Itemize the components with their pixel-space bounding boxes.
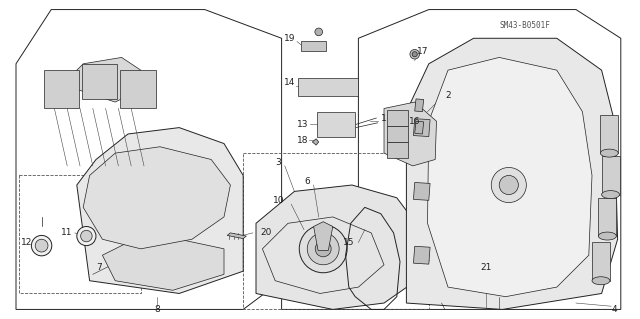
Polygon shape — [413, 246, 430, 264]
Polygon shape — [298, 78, 358, 96]
Text: 7: 7 — [97, 263, 102, 272]
Text: 13: 13 — [297, 120, 308, 129]
Polygon shape — [413, 119, 430, 137]
Text: 18: 18 — [297, 136, 308, 145]
Text: 6: 6 — [305, 177, 310, 186]
Polygon shape — [384, 102, 436, 166]
Polygon shape — [600, 115, 618, 153]
Circle shape — [499, 175, 518, 195]
Circle shape — [315, 28, 323, 36]
Polygon shape — [301, 41, 326, 51]
Circle shape — [307, 233, 339, 265]
Polygon shape — [415, 99, 424, 112]
Ellipse shape — [592, 277, 610, 285]
Text: 15: 15 — [343, 238, 355, 247]
Text: 17: 17 — [417, 47, 428, 56]
Polygon shape — [428, 57, 592, 297]
Circle shape — [410, 49, 419, 59]
Text: 16: 16 — [409, 117, 420, 126]
Text: 20: 20 — [260, 228, 271, 237]
Polygon shape — [314, 222, 333, 250]
Circle shape — [300, 225, 347, 273]
Polygon shape — [312, 139, 319, 145]
Circle shape — [35, 239, 48, 252]
Polygon shape — [415, 121, 424, 134]
Polygon shape — [413, 182, 430, 200]
Circle shape — [316, 241, 331, 257]
Text: 14: 14 — [284, 78, 296, 87]
Circle shape — [492, 167, 526, 203]
Text: 19: 19 — [284, 34, 296, 43]
Polygon shape — [102, 239, 224, 290]
Ellipse shape — [600, 149, 618, 157]
Text: 1: 1 — [381, 114, 387, 122]
Polygon shape — [598, 198, 616, 236]
Circle shape — [31, 235, 52, 256]
Polygon shape — [83, 147, 230, 249]
Text: SM43-B0501F: SM43-B0501F — [499, 21, 550, 30]
Ellipse shape — [598, 232, 616, 240]
Polygon shape — [70, 57, 141, 102]
Polygon shape — [406, 38, 618, 309]
Polygon shape — [256, 185, 416, 309]
Text: 8: 8 — [154, 305, 159, 314]
Polygon shape — [602, 156, 620, 195]
Polygon shape — [44, 70, 79, 108]
Polygon shape — [227, 233, 246, 239]
Polygon shape — [592, 242, 610, 281]
Text: 4: 4 — [612, 305, 617, 314]
Polygon shape — [387, 142, 408, 158]
Text: 11: 11 — [61, 228, 73, 237]
Polygon shape — [120, 70, 156, 108]
Circle shape — [81, 230, 92, 242]
Polygon shape — [317, 112, 355, 137]
Text: 10: 10 — [273, 197, 284, 205]
Circle shape — [77, 226, 96, 246]
Polygon shape — [82, 64, 117, 99]
Polygon shape — [387, 126, 408, 142]
Text: 21: 21 — [481, 263, 492, 272]
Ellipse shape — [602, 191, 620, 199]
Text: 12: 12 — [21, 238, 33, 247]
Circle shape — [412, 52, 417, 57]
Polygon shape — [77, 128, 243, 293]
Polygon shape — [387, 110, 408, 126]
Text: 3: 3 — [276, 158, 281, 167]
Text: 2: 2 — [445, 91, 451, 100]
